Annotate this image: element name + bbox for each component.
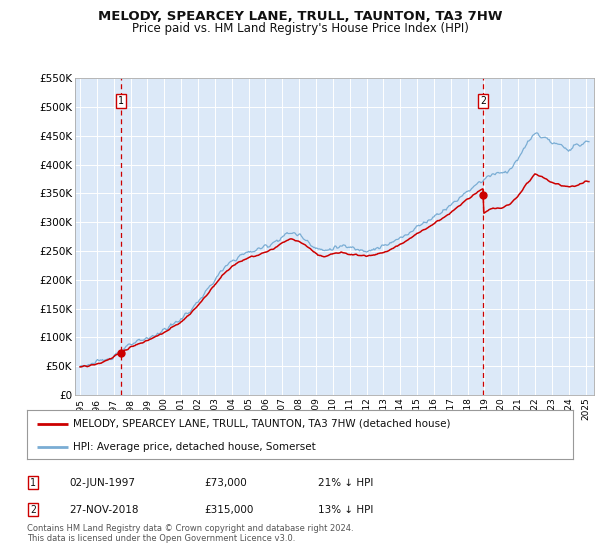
Text: £73,000: £73,000 (204, 478, 247, 488)
Text: Contains HM Land Registry data © Crown copyright and database right 2024.
This d: Contains HM Land Registry data © Crown c… (27, 524, 353, 543)
Text: MELODY, SPEARCEY LANE, TRULL, TAUNTON, TA3 7HW: MELODY, SPEARCEY LANE, TRULL, TAUNTON, T… (98, 10, 502, 23)
Text: 1: 1 (30, 478, 36, 488)
Text: 21% ↓ HPI: 21% ↓ HPI (318, 478, 373, 488)
Text: £315,000: £315,000 (204, 505, 253, 515)
Text: 02-JUN-1997: 02-JUN-1997 (69, 478, 135, 488)
Text: 2: 2 (30, 505, 36, 515)
Text: 27-NOV-2018: 27-NOV-2018 (69, 505, 139, 515)
Text: Price paid vs. HM Land Registry's House Price Index (HPI): Price paid vs. HM Land Registry's House … (131, 22, 469, 35)
Text: 1: 1 (118, 96, 124, 106)
Text: HPI: Average price, detached house, Somerset: HPI: Average price, detached house, Some… (73, 442, 316, 452)
Text: MELODY, SPEARCEY LANE, TRULL, TAUNTON, TA3 7HW (detached house): MELODY, SPEARCEY LANE, TRULL, TAUNTON, T… (73, 419, 451, 429)
Text: 13% ↓ HPI: 13% ↓ HPI (318, 505, 373, 515)
Text: 2: 2 (480, 96, 486, 106)
